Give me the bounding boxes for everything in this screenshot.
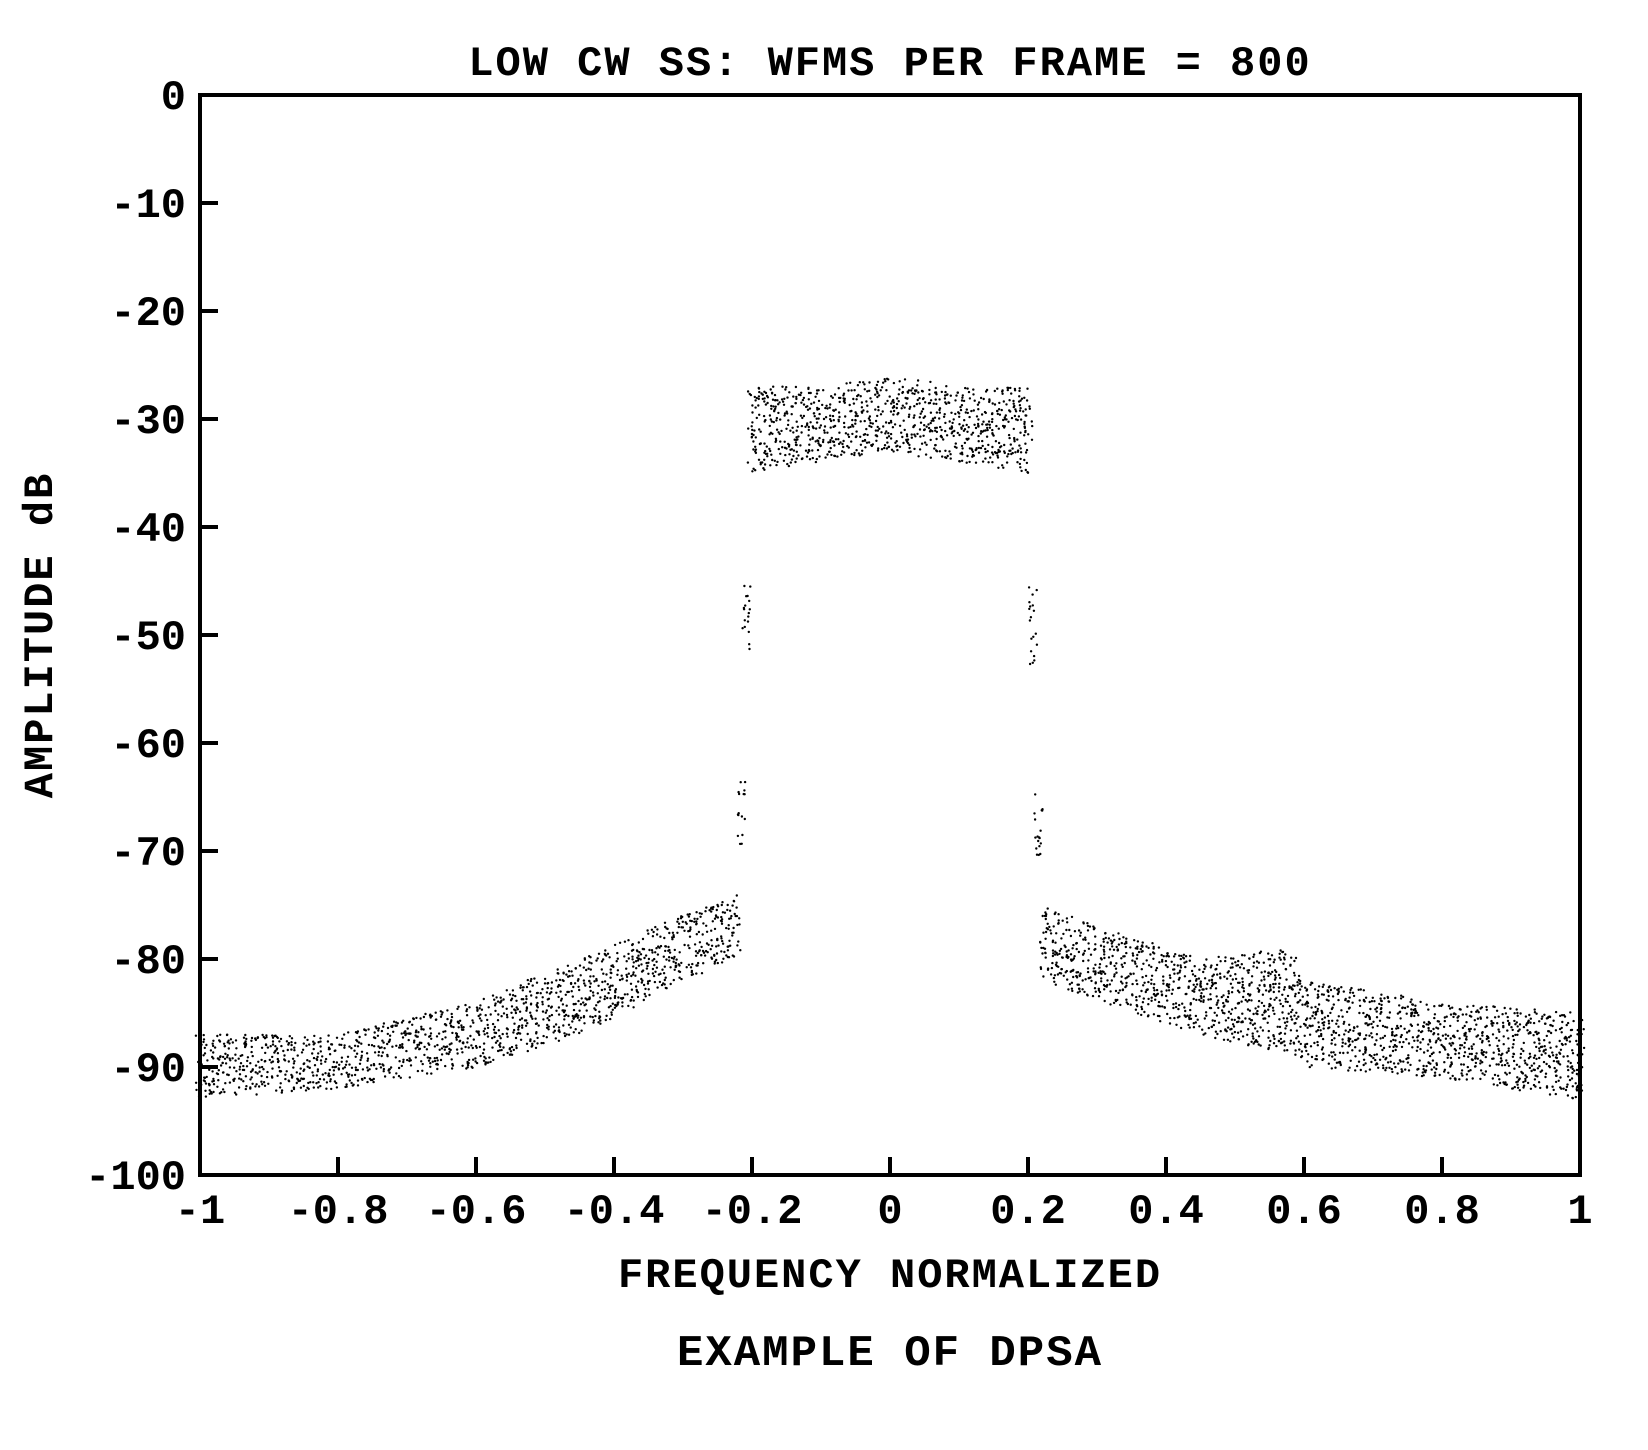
x-tick-label: 0.6 <box>1266 1188 1342 1236</box>
x-tick-label: -0.6 <box>426 1188 527 1236</box>
y-tick-label: -80 <box>110 938 186 986</box>
x-tick-label: 0.8 <box>1404 1188 1480 1236</box>
y-axis-label: AMPLITUDE dB <box>17 472 65 798</box>
y-tick-label: -90 <box>110 1046 186 1094</box>
x-tick-label: -0.4 <box>564 1188 665 1236</box>
x-tick-label: -0.2 <box>702 1188 803 1236</box>
spectrum-density <box>195 378 1586 1100</box>
y-tick-label: -10 <box>110 182 186 230</box>
y-tick-label: -50 <box>110 614 186 662</box>
y-tick-label: -100 <box>85 1154 186 1202</box>
x-tick-label: 0 <box>877 1188 902 1236</box>
y-tick-label: 0 <box>161 74 186 122</box>
plot-box <box>200 95 1580 1175</box>
chart-caption: EXAMPLE OF DPSA <box>677 1329 1103 1379</box>
x-tick-label: 0.4 <box>1128 1188 1204 1236</box>
y-tick-label: -30 <box>110 398 186 446</box>
x-axis-label: FREQUENCY NORMALIZED <box>618 1252 1162 1300</box>
x-tick-label: 1 <box>1567 1188 1592 1236</box>
chart-title: LOW CW SS: WFMS PER FRAME = 800 <box>468 40 1311 88</box>
y-tick-label: -40 <box>110 506 186 554</box>
y-tick-label: -60 <box>110 722 186 770</box>
x-tick-label: 0.2 <box>990 1188 1066 1236</box>
x-tick-label: -0.8 <box>288 1188 389 1236</box>
chart-svg: -1-0.8-0.6-0.4-0.200.20.40.60.810-10-20-… <box>0 0 1648 1450</box>
y-tick-label: -20 <box>110 290 186 338</box>
y-tick-label: -70 <box>110 830 186 878</box>
figure: -1-0.8-0.6-0.4-0.200.20.40.60.810-10-20-… <box>0 0 1648 1450</box>
